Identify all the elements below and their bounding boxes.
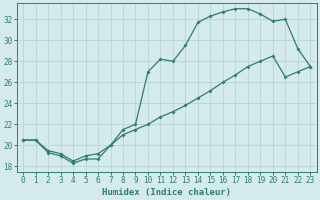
- X-axis label: Humidex (Indice chaleur): Humidex (Indice chaleur): [102, 188, 231, 197]
